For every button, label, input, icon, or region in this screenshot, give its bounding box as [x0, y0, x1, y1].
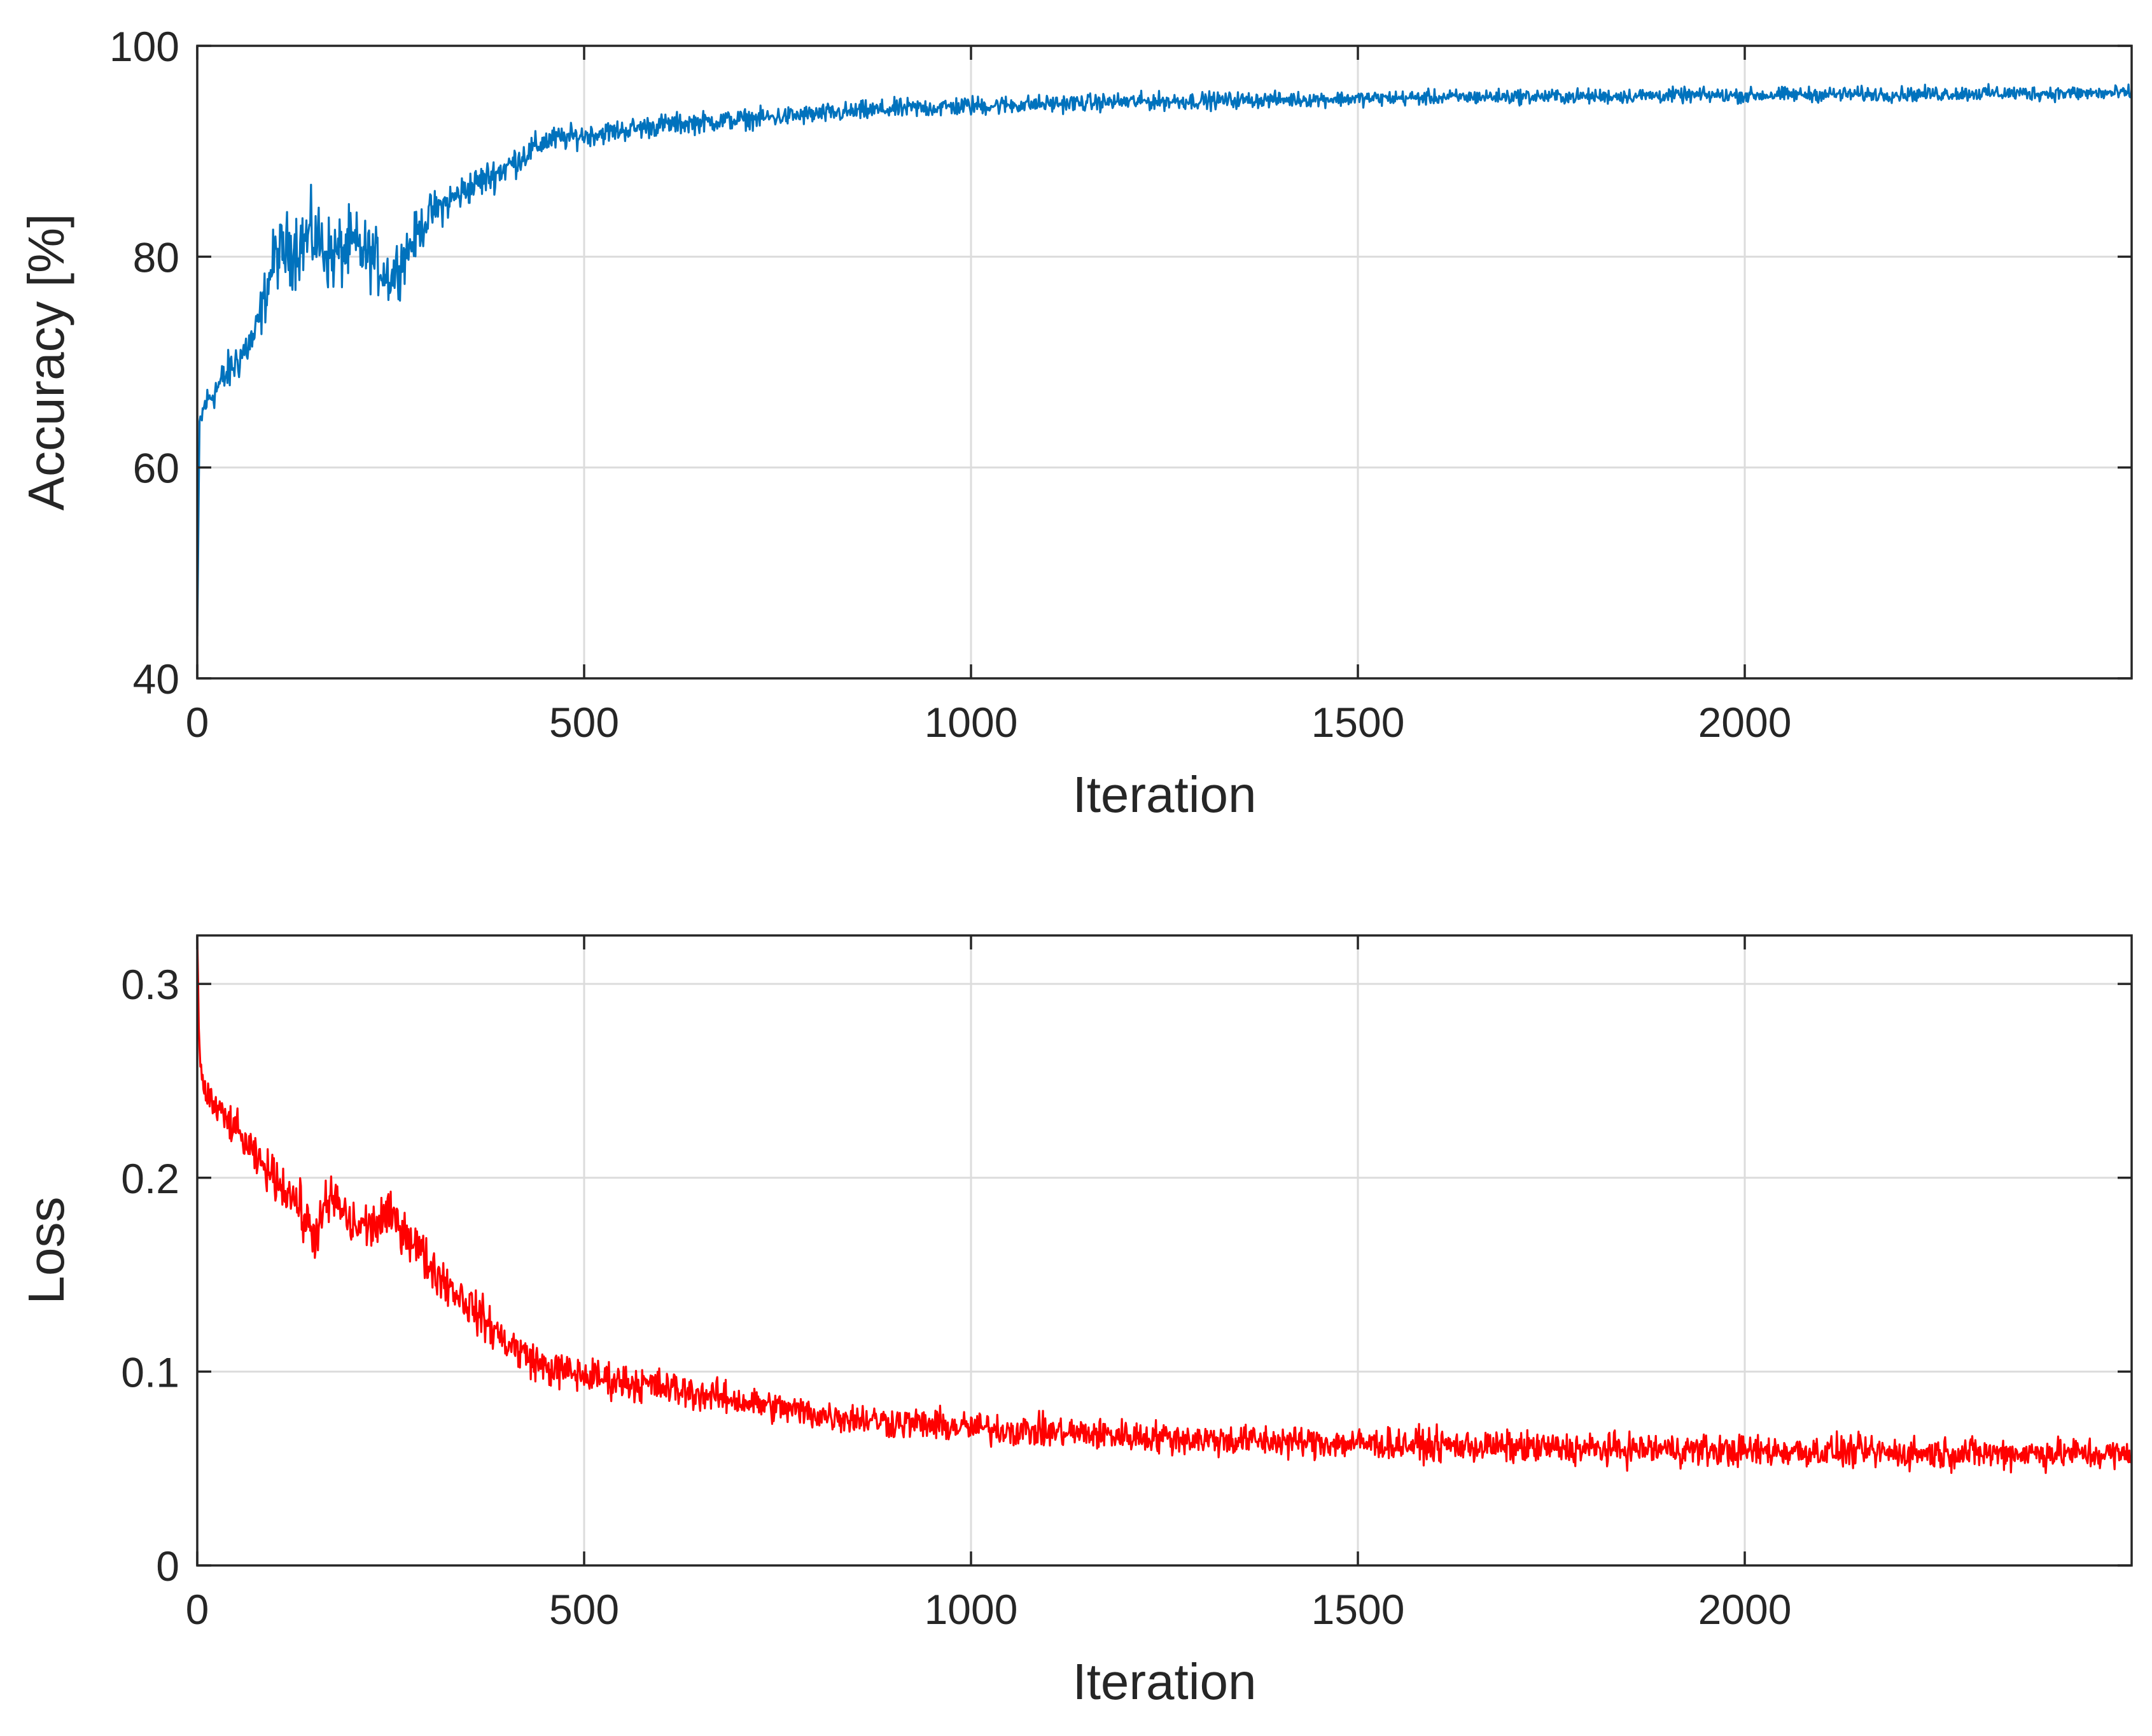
accuracy-x-tick-label: 500 — [549, 699, 619, 746]
loss-ticks: 0 500 1000 1500 2000 0 0.1 0.2 0.3 — [121, 935, 2132, 1633]
accuracy-ticks: 0 500 1000 1500 2000 40 60 80 100 — [109, 23, 2132, 746]
accuracy-y-tick-label: 80 — [133, 234, 179, 281]
loss-x-tick-label: 1500 — [1311, 1586, 1405, 1633]
accuracy-x-tick-label: 2000 — [1698, 699, 1792, 746]
loss-series-line — [197, 935, 2132, 1474]
loss-y-tick-label: 0 — [156, 1543, 179, 1590]
loss-grid — [197, 935, 2132, 1565]
accuracy-x-tick-label: 1500 — [1311, 699, 1405, 746]
accuracy-x-tick-label: 1000 — [925, 699, 1018, 746]
loss-x-tick-label: 1000 — [925, 1586, 1018, 1633]
loss-x-tick-label: 2000 — [1698, 1586, 1792, 1633]
loss-series — [197, 935, 2132, 1474]
loss-plot: 0 500 1000 1500 2000 0 0.1 0.2 0.3 Iteration Los… — [18, 934, 2133, 1710]
loss-y-tick-label: 0.3 — [121, 961, 179, 1008]
accuracy-y-axis-label: Accuracy [%] — [18, 214, 74, 511]
accuracy-grid — [197, 46, 2132, 678]
accuracy-series-line — [197, 83, 2132, 636]
accuracy-axes-box — [196, 45, 2133, 680]
accuracy-y-tick-label: 60 — [133, 445, 179, 492]
accuracy-x-axis-label: Iteration — [1072, 766, 1256, 823]
loss-axes-box — [196, 934, 2133, 1567]
loss-x-axis-label: Iteration — [1072, 1653, 1256, 1710]
loss-y-tick-label: 0.2 — [121, 1155, 179, 1202]
loss-x-tick-label: 500 — [549, 1586, 619, 1633]
accuracy-x-tick-label: 0 — [186, 699, 209, 746]
loss-y-axis-label: Loss — [18, 1197, 74, 1305]
accuracy-plot: 0 500 1000 1500 2000 40 60 80 100 Iteration Accu… — [18, 23, 2133, 823]
loss-y-tick-label: 0.1 — [121, 1348, 179, 1396]
accuracy-y-tick-label: 100 — [109, 23, 179, 70]
accuracy-y-tick-label: 40 — [133, 655, 179, 703]
loss-x-tick-label: 0 — [186, 1586, 209, 1633]
accuracy-series — [197, 83, 2132, 636]
